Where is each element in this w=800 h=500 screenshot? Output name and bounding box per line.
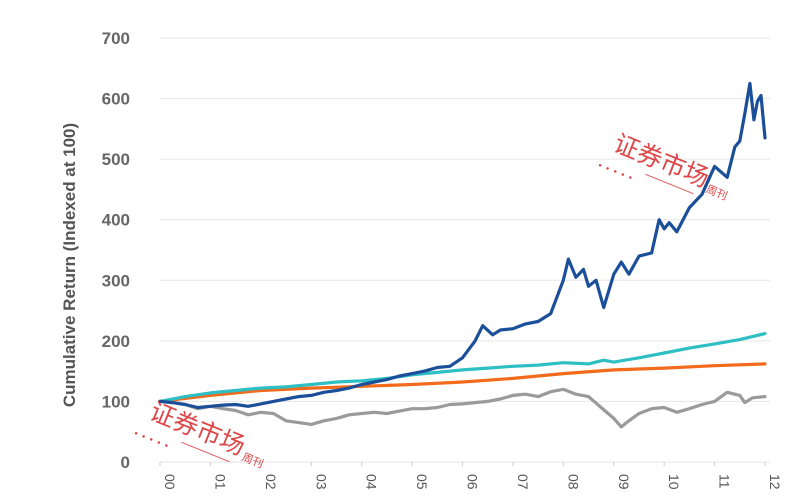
svg-text:• • • • •: • • • • •	[131, 429, 170, 453]
x-tick-label: 07	[515, 474, 531, 490]
watermark-text: 证券市场	[610, 129, 714, 193]
watermark-subtext: 周刊	[240, 451, 265, 471]
svg-text:• • • • •: • • • • •	[595, 161, 634, 185]
x-tick-label: 04	[364, 474, 380, 490]
y-tick-label: 500	[102, 150, 130, 169]
x-tick-label: 08	[565, 474, 581, 490]
x-tick-label: 05	[414, 474, 430, 490]
series-lines	[158, 81, 767, 429]
x-tick-label: 01	[212, 474, 228, 490]
watermark-stamp-top: 证券市场 周刊 • • • • •	[595, 129, 729, 203]
x-tick-label: 12	[767, 474, 783, 490]
x-tick-label: 03	[313, 474, 329, 490]
y-tick-label: 600	[102, 90, 130, 109]
y-axis-tick-labels: 0 100 200 300 400 500 600 700	[102, 29, 130, 472]
y-tick-label: 100	[102, 392, 130, 411]
y-tick-label: 300	[102, 271, 130, 290]
x-tick-label: 11	[717, 474, 733, 489]
y-tick-label: 200	[102, 332, 130, 351]
series-line-1	[158, 362, 767, 403]
watermark-subtext: 周刊	[704, 183, 729, 203]
x-axis-tick-labels: 00 01 02 03 04 05 06 07 08 09 10 11 12	[159, 462, 783, 490]
series-line-3	[158, 81, 767, 410]
x-tick-label: 10	[666, 474, 682, 490]
x-tick-label: 06	[465, 474, 481, 490]
gridlines	[160, 37, 770, 463]
series-line-2	[158, 332, 767, 403]
y-axis-label: Cumulative Return (Indexed at 100)	[60, 123, 79, 407]
x-tick-label: 02	[263, 474, 279, 490]
series-line-0	[158, 387, 767, 429]
x-tick-label: 09	[616, 474, 632, 490]
x-tick-label: 00	[162, 474, 178, 490]
y-tick-label: 700	[102, 29, 130, 48]
y-tick-label: 400	[102, 211, 130, 230]
y-tick-label: 0	[121, 453, 130, 472]
